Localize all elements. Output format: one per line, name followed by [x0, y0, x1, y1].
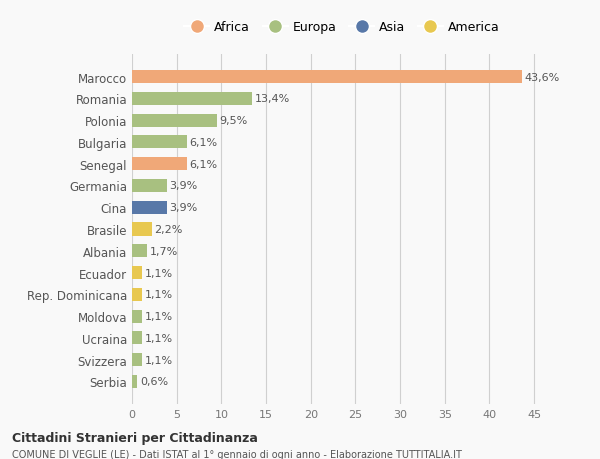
Text: Cittadini Stranieri per Cittadinanza: Cittadini Stranieri per Cittadinanza	[12, 431, 258, 444]
Text: 13,4%: 13,4%	[254, 94, 290, 104]
Text: 6,1%: 6,1%	[189, 159, 217, 169]
Text: COMUNE DI VEGLIE (LE) - Dati ISTAT al 1° gennaio di ogni anno - Elaborazione TUT: COMUNE DI VEGLIE (LE) - Dati ISTAT al 1°…	[12, 449, 462, 459]
Text: 1,1%: 1,1%	[145, 355, 173, 365]
Legend: Africa, Europa, Asia, America: Africa, Europa, Asia, America	[179, 16, 505, 39]
Text: 2,2%: 2,2%	[154, 224, 183, 235]
Bar	[132, 331, 142, 345]
Bar	[132, 375, 137, 388]
Text: 3,9%: 3,9%	[170, 203, 198, 213]
Bar	[132, 114, 217, 128]
Bar	[132, 245, 147, 258]
Text: 1,7%: 1,7%	[150, 246, 178, 256]
Bar	[132, 201, 167, 214]
Text: 43,6%: 43,6%	[524, 73, 560, 83]
Text: 0,6%: 0,6%	[140, 376, 168, 386]
Text: 9,5%: 9,5%	[220, 116, 248, 126]
Bar	[132, 266, 142, 280]
Bar	[132, 158, 187, 171]
Text: 1,1%: 1,1%	[145, 311, 173, 321]
Text: 1,1%: 1,1%	[145, 268, 173, 278]
Bar	[132, 93, 252, 106]
Bar	[132, 223, 152, 236]
Text: 6,1%: 6,1%	[189, 138, 217, 148]
Text: 1,1%: 1,1%	[145, 333, 173, 343]
Text: 1,1%: 1,1%	[145, 290, 173, 300]
Text: 3,9%: 3,9%	[170, 181, 198, 191]
Bar	[132, 353, 142, 366]
Bar	[132, 71, 521, 84]
Bar	[132, 179, 167, 193]
Bar	[132, 136, 187, 149]
Bar	[132, 288, 142, 301]
Bar	[132, 310, 142, 323]
